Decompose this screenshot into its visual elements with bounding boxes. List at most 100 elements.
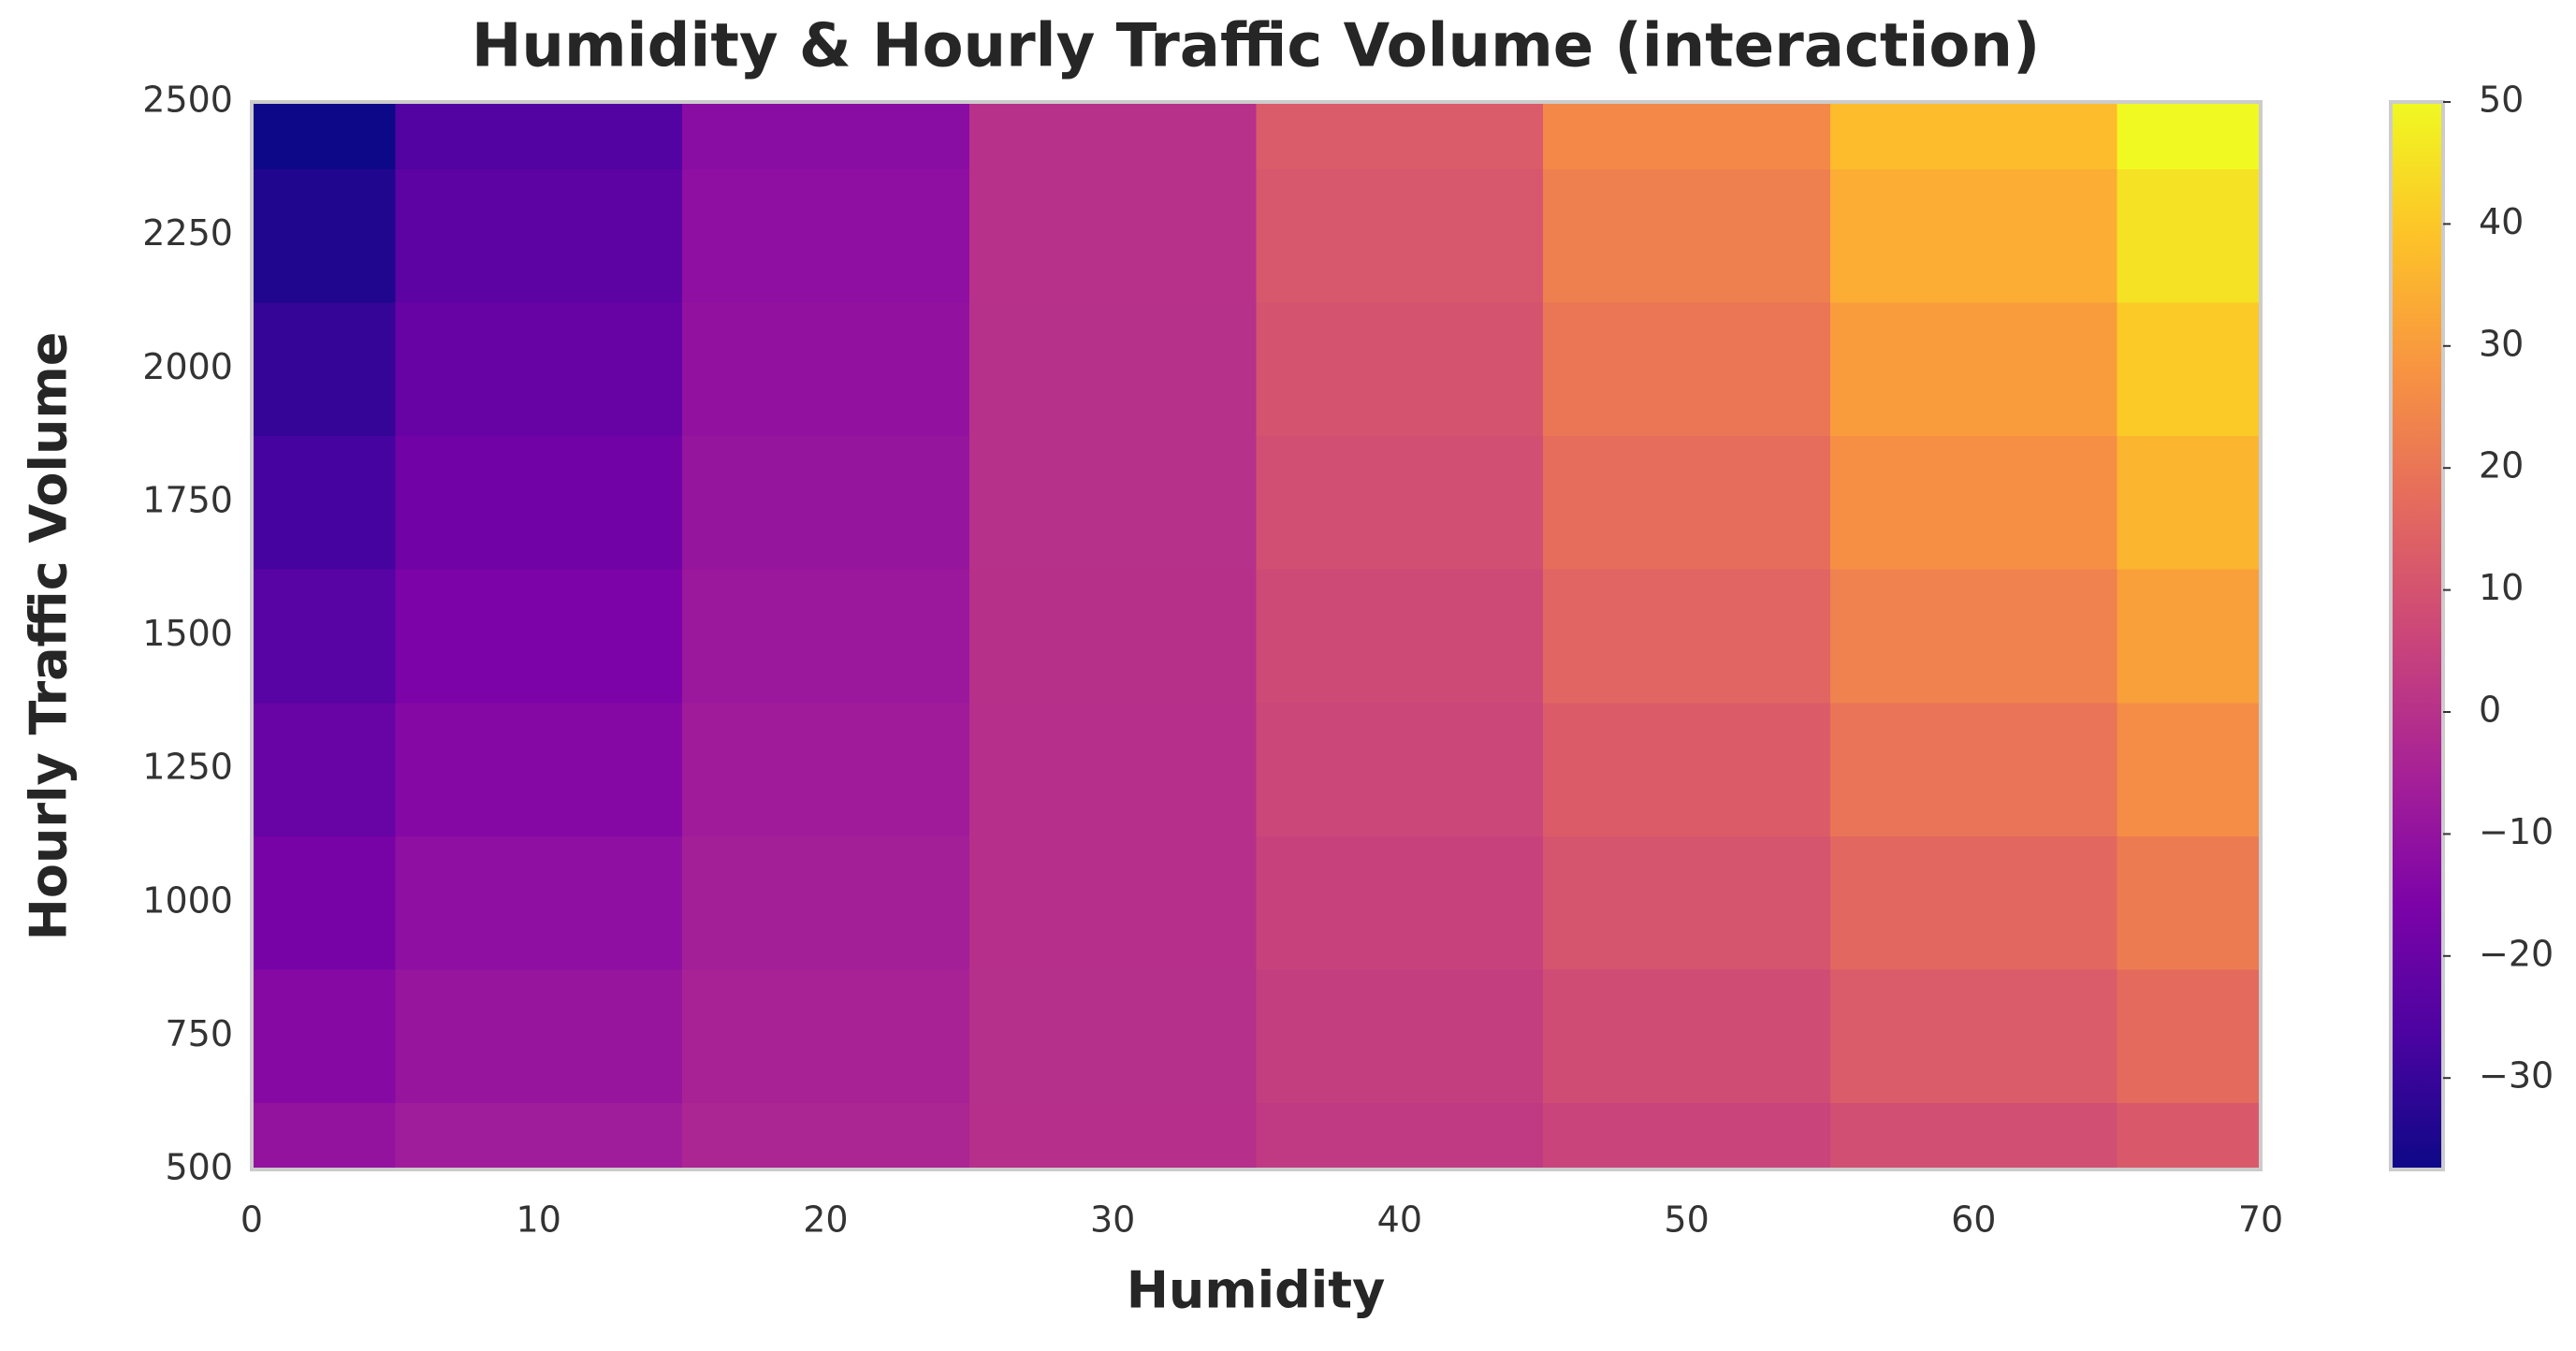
heat-cell [395, 569, 683, 704]
x-tick-label: 20 [803, 1199, 848, 1241]
heat-cell [1256, 702, 1544, 836]
heat-cell [1256, 102, 1544, 169]
heat-cell [395, 435, 683, 570]
heat-cell [1829, 102, 2118, 169]
y-tick-label: 1000 [142, 879, 233, 921]
heat-cell [1256, 1102, 1544, 1169]
colorbar-tick-label: −20 [2479, 933, 2554, 974]
heat-cell [1829, 1102, 2118, 1169]
heat-cell [2117, 168, 2261, 303]
heat-cell [395, 835, 683, 970]
heat-cell [682, 702, 970, 836]
heat-cell [2117, 102, 2261, 169]
heat-cell [1829, 435, 2118, 570]
colorbar-tick-label: 10 [2479, 567, 2524, 608]
heat-cell [2117, 702, 2261, 836]
heat-cell [2117, 435, 2261, 570]
colorbar-tick-label: 0 [2479, 690, 2501, 731]
x-tick-label: 30 [1090, 1199, 1135, 1241]
heat-cell [968, 435, 1257, 570]
heat-cell [252, 435, 396, 570]
colorbar-tick-label: 20 [2479, 445, 2524, 487]
y-axis-label: Hourly Traffic Volume [20, 332, 79, 941]
heat-cell [2117, 969, 2261, 1104]
heat-cell [682, 835, 970, 970]
y-tick-label: 2500 [142, 80, 233, 121]
heat-cell [1543, 1102, 1831, 1169]
heat-cell [1256, 435, 1544, 570]
heat-cell [968, 168, 1257, 303]
heat-cell [1543, 435, 1831, 570]
colorbar-tick-label: 50 [2479, 80, 2524, 121]
y-tick-label: 2000 [142, 346, 233, 387]
x-axis-label: Humidity [1127, 1261, 1386, 1320]
x-tick-label: 70 [2238, 1199, 2283, 1241]
heat-cell [682, 569, 970, 704]
heat-cell [682, 168, 970, 303]
heat-cell [1829, 168, 2118, 303]
chart-title: Humidity & Hourly Traffic Volume (intera… [472, 12, 2040, 81]
heat-cell [252, 702, 396, 836]
heat-cell [1256, 301, 1544, 437]
heat-cell [1543, 569, 1831, 704]
heat-cell [252, 301, 396, 437]
y-tick-label: 1750 [142, 479, 233, 520]
x-tick-label: 0 [240, 1199, 263, 1241]
colorbar [2389, 100, 2445, 1171]
heat-cell [1256, 969, 1544, 1104]
heat-cell [682, 301, 970, 437]
heat-cell [252, 835, 396, 970]
y-tick-label: 1250 [142, 747, 233, 788]
x-tick-label: 60 [1951, 1199, 1996, 1241]
colorbar-tick-label: 40 [2479, 201, 2524, 242]
y-tick-label: 2250 [142, 212, 233, 254]
x-tick-label: 50 [1664, 1199, 1709, 1241]
heat-cell [395, 168, 683, 303]
plot-frame [250, 100, 2263, 1171]
heat-cell [395, 301, 683, 437]
heat-cell [682, 435, 970, 570]
heat-cell [1543, 102, 1831, 169]
heat-cell [252, 168, 396, 303]
heat-cell [252, 102, 396, 169]
y-tick-label: 500 [165, 1147, 233, 1188]
heat-cell [2117, 301, 2261, 437]
heat-cell [968, 569, 1257, 704]
heat-cell [1829, 301, 2118, 437]
heat-cell [1829, 969, 2118, 1104]
heat-cell [968, 969, 1257, 1104]
heat-cell [395, 702, 683, 836]
heat-cell [2117, 1102, 2261, 1169]
x-tick-label: 40 [1377, 1199, 1422, 1241]
colorbar-tick-label: −10 [2479, 811, 2554, 852]
heat-cell [1829, 702, 2118, 836]
heat-cell [1256, 168, 1544, 303]
heat-cell [2117, 835, 2261, 970]
x-tick-label: 10 [517, 1199, 561, 1241]
heat-cell [252, 569, 396, 704]
heat-cell [968, 301, 1257, 437]
heat-cell [1543, 702, 1831, 836]
heat-cell [395, 969, 683, 1104]
heat-cell [1829, 569, 2118, 704]
heat-cell [682, 969, 970, 1104]
heat-cell [1256, 835, 1544, 970]
heat-cell [1543, 835, 1831, 970]
heat-cell [1829, 835, 2118, 970]
heat-cell [1543, 969, 1831, 1104]
heat-cell [968, 102, 1257, 169]
heat-cell [395, 1102, 683, 1169]
heat-cell [1543, 301, 1831, 437]
heat-cell [1543, 168, 1831, 303]
heat-cell [968, 1102, 1257, 1169]
y-tick-label: 750 [165, 1013, 233, 1054]
heat-cell [252, 969, 396, 1104]
y-tick-label: 1500 [142, 613, 233, 654]
heat-cell [252, 1102, 396, 1169]
heat-cell [682, 102, 970, 169]
heat-cell [1256, 569, 1544, 704]
heat-cell [968, 835, 1257, 970]
colorbar-tick-label: 30 [2479, 323, 2524, 364]
colorbar-tick-label: −30 [2479, 1055, 2554, 1097]
